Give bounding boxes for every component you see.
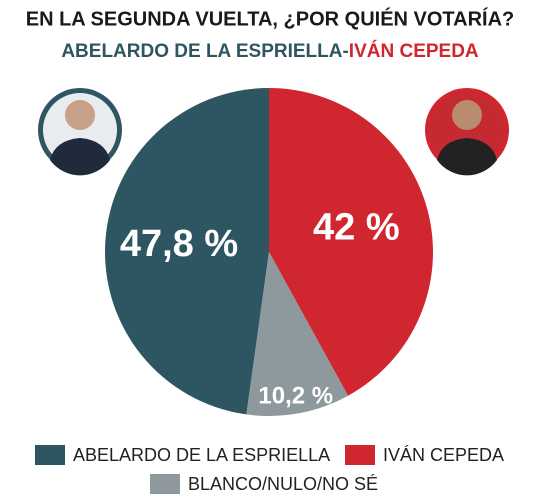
chart-subtitle: ABELARDO DE LA ESPRIELLA-IVÁN CEPEDA bbox=[61, 40, 479, 62]
legend-swatch bbox=[35, 445, 65, 465]
subtitle-separator: - bbox=[342, 41, 348, 62]
value-label: 10,2 % bbox=[258, 383, 333, 410]
subtitle-right: IVÁN CEPEDA bbox=[349, 40, 479, 62]
portrait-right bbox=[425, 88, 509, 176]
legend-label: BLANCO/NULO/NO SÉ bbox=[188, 474, 378, 494]
legend-label: ABELARDO DE LA ESPRIELLA bbox=[73, 445, 330, 465]
pie: 47,8 % 42 % 10,2 % bbox=[105, 88, 433, 416]
chart-title: EN LA SEGUNDA VUELTA, ¿POR QUIÉN VOTARÍA… bbox=[26, 7, 515, 30]
slice bbox=[105, 88, 270, 415]
value-label: 42 % bbox=[313, 207, 400, 249]
slice bbox=[246, 252, 349, 416]
legend-label: IVÁN CEPEDA bbox=[383, 445, 504, 465]
portrait-left bbox=[38, 88, 122, 176]
legend-swatch bbox=[345, 445, 375, 465]
legend: ABELARDO DE LA ESPRIELLA IVÁN CEPEDABLANC… bbox=[35, 445, 504, 494]
value-label: 47,8 % bbox=[120, 223, 238, 265]
slice bbox=[269, 88, 433, 396]
legend-swatch bbox=[150, 474, 180, 494]
subtitle-left: ABELARDO DE LA ESPRIELLA bbox=[61, 41, 342, 62]
